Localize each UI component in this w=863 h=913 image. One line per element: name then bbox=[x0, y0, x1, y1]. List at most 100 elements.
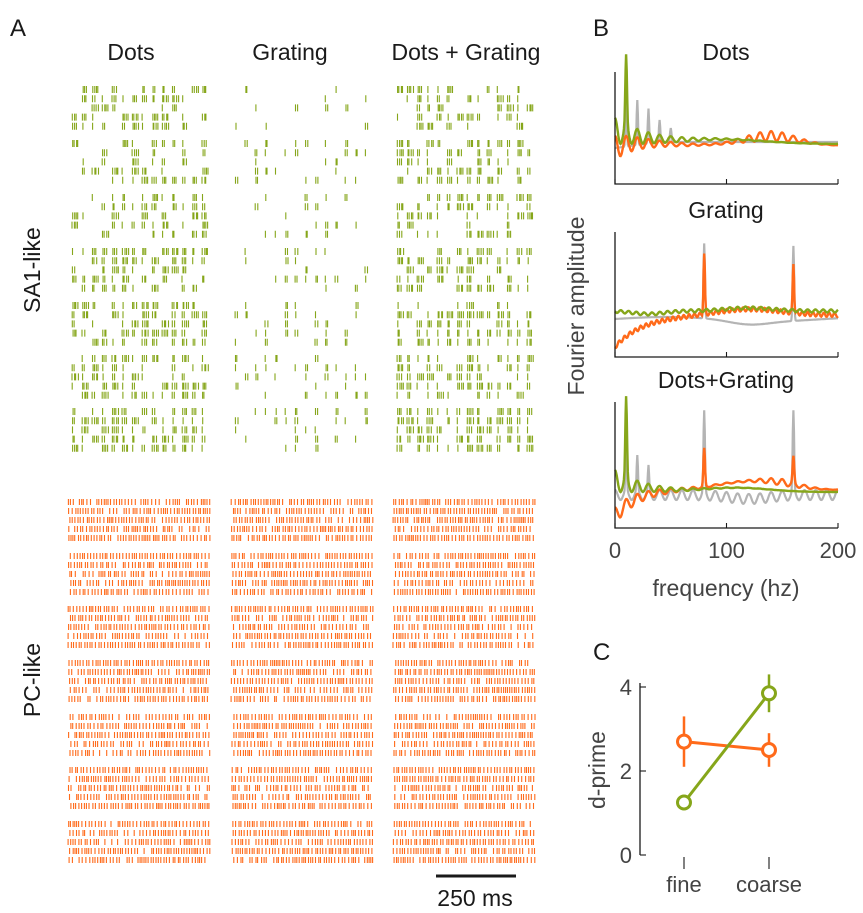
spectrum-dots-grating bbox=[614, 396, 839, 529]
raster-block bbox=[396, 408, 534, 452]
spike-ticks bbox=[71, 248, 208, 292]
raster-block bbox=[234, 302, 359, 346]
raster-block bbox=[234, 408, 368, 452]
series-pc-like bbox=[676, 716, 777, 767]
raster-block bbox=[235, 86, 369, 130]
raster-block bbox=[67, 606, 210, 648]
spike-ticks bbox=[392, 821, 536, 863]
spike-ticks bbox=[71, 408, 206, 452]
row-label-pc: PC-like bbox=[19, 643, 45, 717]
raster-block bbox=[396, 248, 532, 292]
spike-ticks bbox=[230, 499, 374, 541]
x-tick-label: 200 bbox=[820, 538, 857, 563]
spectrum-title-dots-grating: Dots+Grating bbox=[658, 367, 794, 393]
column-title-dots: Dots bbox=[107, 39, 154, 65]
data-point bbox=[761, 685, 777, 702]
spike-ticks bbox=[396, 408, 534, 452]
series-reference bbox=[614, 410, 839, 505]
raster-block bbox=[68, 553, 210, 595]
spike-ticks bbox=[72, 140, 209, 184]
raster-block bbox=[230, 499, 374, 541]
raster-block bbox=[71, 355, 209, 399]
frequency-xlabel: frequency (hz) bbox=[652, 575, 799, 601]
spike-ticks bbox=[231, 767, 372, 809]
spike-ticks bbox=[397, 302, 532, 346]
spike-ticks bbox=[71, 86, 207, 130]
spike-ticks bbox=[396, 248, 532, 292]
raster-block bbox=[72, 140, 209, 184]
raster-block bbox=[393, 660, 536, 702]
raster-block bbox=[392, 499, 536, 541]
spike-ticks bbox=[231, 714, 374, 756]
series-pc-like bbox=[614, 253, 839, 350]
spike-ticks bbox=[393, 553, 536, 595]
raster-block bbox=[71, 302, 208, 346]
series-sa1-like bbox=[614, 396, 838, 494]
spike-ticks bbox=[68, 660, 210, 702]
raster-block bbox=[71, 194, 209, 238]
raster-block bbox=[231, 821, 374, 863]
raster-block bbox=[397, 302, 532, 346]
data-point bbox=[761, 742, 777, 758]
spike-ticks bbox=[68, 553, 210, 595]
spike-ticks bbox=[71, 194, 209, 238]
y-tick-label: 0 bbox=[620, 843, 632, 868]
raster-block bbox=[231, 553, 374, 595]
raster-block bbox=[71, 248, 208, 292]
spike-ticks bbox=[231, 821, 374, 863]
spike-ticks bbox=[71, 355, 209, 399]
spike-ticks bbox=[234, 408, 368, 452]
raster-block bbox=[68, 660, 210, 702]
spectrum-grating bbox=[614, 232, 839, 358]
spike-ticks bbox=[396, 194, 534, 238]
spike-ticks bbox=[393, 714, 536, 756]
raster-block bbox=[234, 355, 368, 399]
spectrum-title-dots: Dots bbox=[702, 39, 749, 65]
series-pc-like bbox=[614, 447, 838, 519]
raster-block bbox=[231, 606, 374, 648]
panel-label-c: C bbox=[593, 639, 610, 666]
raster-block bbox=[396, 355, 534, 399]
spike-ticks bbox=[68, 714, 211, 756]
y-tick-label: 2 bbox=[620, 759, 632, 784]
raster-block bbox=[396, 86, 534, 130]
dprime-ylabel: d-prime bbox=[584, 731, 610, 809]
spike-ticks bbox=[231, 606, 374, 648]
series-sa1-like bbox=[613, 54, 838, 146]
raster-pc-like bbox=[67, 499, 536, 863]
panel-label-a: A bbox=[10, 15, 26, 42]
raster-block bbox=[234, 140, 366, 184]
panel-label-b: B bbox=[593, 15, 609, 42]
raster-block bbox=[396, 140, 531, 184]
spike-ticks bbox=[393, 767, 536, 809]
raster-block bbox=[392, 606, 536, 648]
spike-ticks bbox=[234, 140, 366, 184]
spike-ticks bbox=[67, 767, 210, 809]
raster-block bbox=[67, 767, 210, 809]
raster-sa1-like bbox=[71, 86, 534, 452]
x-tick-label: 100 bbox=[708, 538, 745, 563]
column-title-dots-grating: Dots + Grating bbox=[392, 39, 541, 65]
spike-ticks bbox=[392, 499, 536, 541]
x-tick-label: coarse bbox=[736, 872, 802, 897]
spike-ticks bbox=[235, 86, 369, 130]
spike-ticks bbox=[396, 86, 534, 130]
spike-ticks bbox=[396, 355, 534, 399]
raster-block bbox=[392, 821, 536, 863]
series-line bbox=[682, 692, 771, 804]
x-tick-label: fine bbox=[666, 872, 701, 897]
column-title-grating: Grating bbox=[252, 39, 327, 65]
row-label-sa1: SA1-like bbox=[19, 227, 45, 313]
raster-block bbox=[254, 194, 357, 238]
raster-block bbox=[393, 767, 536, 809]
raster-block bbox=[230, 660, 373, 702]
raster-block bbox=[67, 821, 211, 863]
data-point bbox=[676, 794, 692, 811]
spike-ticks bbox=[396, 140, 531, 184]
y-tick-label: 4 bbox=[620, 675, 632, 700]
spike-ticks bbox=[244, 248, 369, 292]
spike-ticks bbox=[234, 302, 359, 346]
frequency-axis-ticks: 0 100 200 bbox=[609, 179, 856, 563]
spike-ticks bbox=[231, 553, 374, 595]
